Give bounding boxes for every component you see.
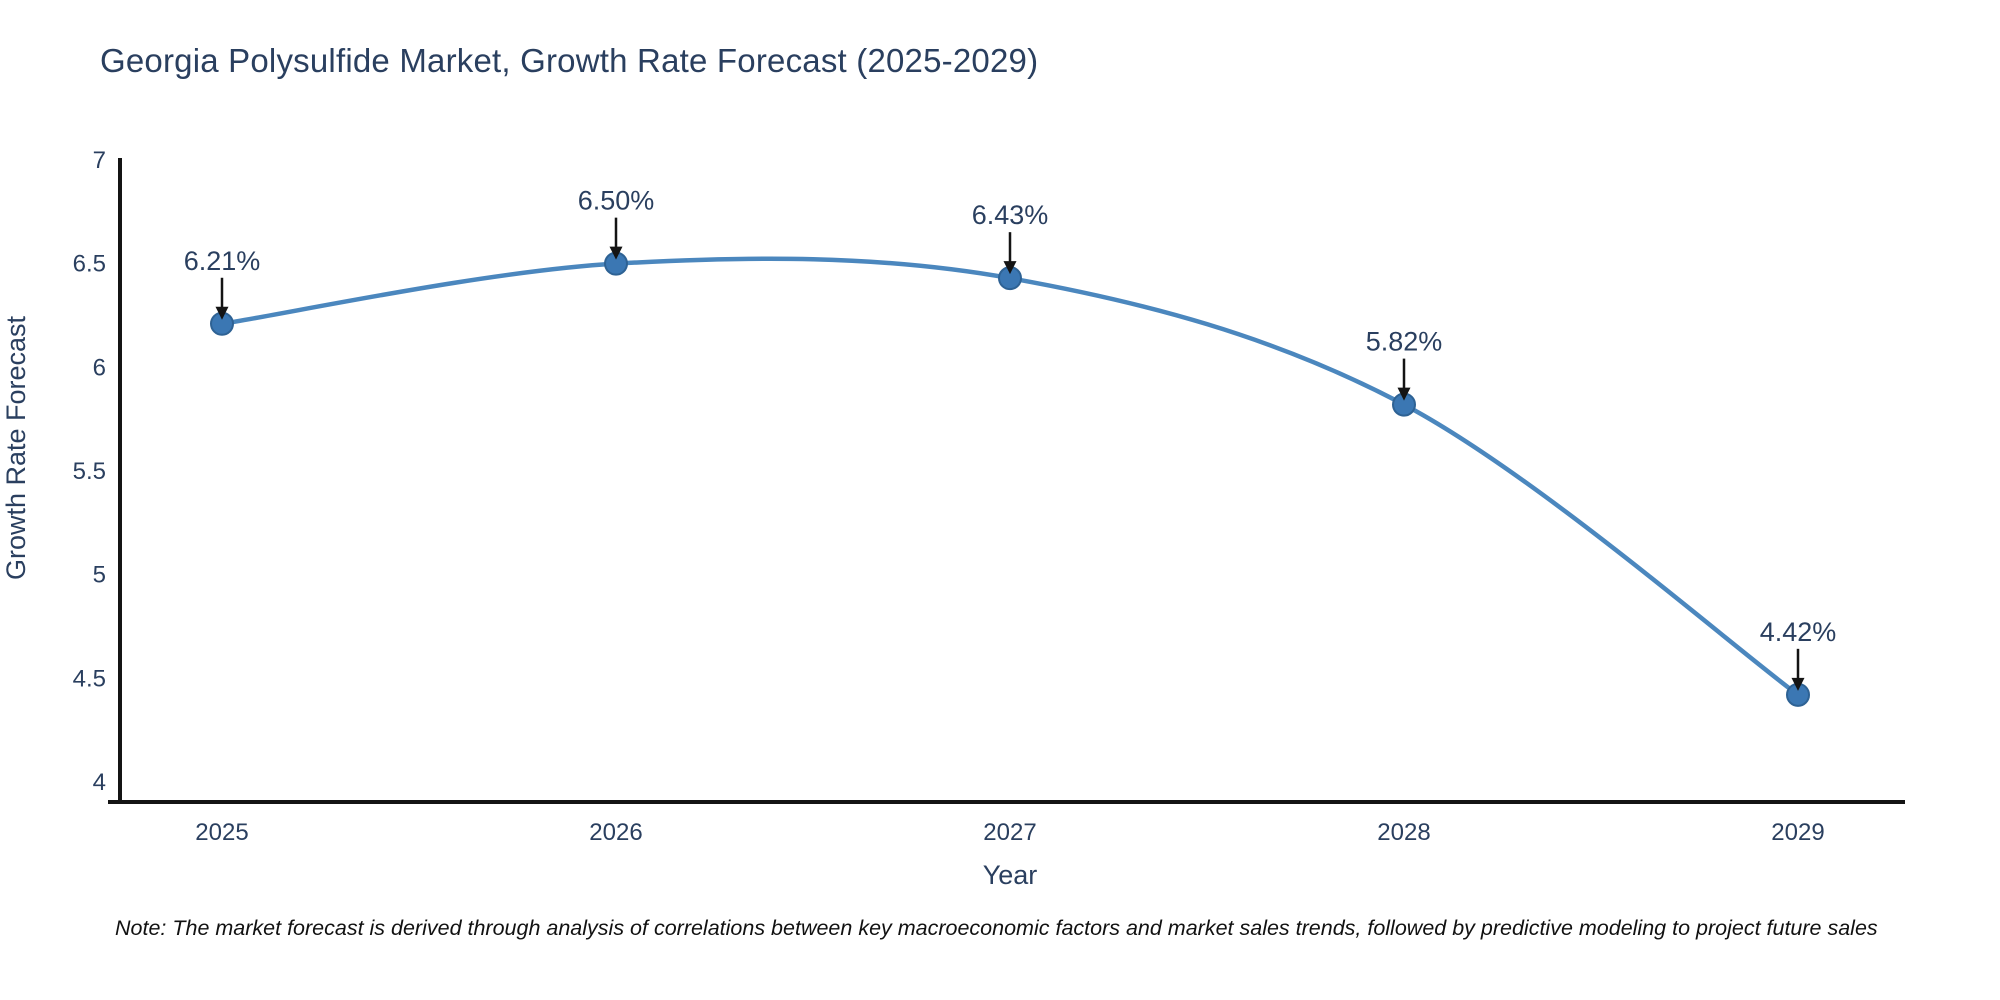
annotation-arrow-head [609, 246, 623, 260]
chart-title: Georgia Polysulfide Market, Growth Rate … [100, 42, 1039, 79]
y-tick-label: 7 [93, 147, 106, 174]
y-tick-label: 5.5 [73, 458, 106, 485]
y-tick-label: 4.5 [73, 665, 106, 692]
point-value-label: 6.21% [184, 246, 261, 276]
y-tick-label: 5 [93, 562, 106, 589]
point-value-label: 4.42% [1760, 617, 1837, 647]
y-tick-label: 6 [93, 354, 106, 381]
footnote: Note: The market forecast is derived thr… [115, 916, 1878, 940]
y-tick-label: 4 [93, 769, 106, 796]
x-tick-label: 2028 [1377, 819, 1430, 846]
y-tick-label: 6.5 [73, 251, 106, 278]
point-value-label: 6.50% [578, 186, 655, 216]
annotation-arrow-head [215, 306, 229, 320]
x-tick-label: 2025 [195, 819, 248, 846]
x-tick-label: 2026 [589, 819, 642, 846]
x-axis-title: Year [983, 860, 1038, 890]
annotation-arrow-head [1791, 677, 1805, 691]
point-value-label: 6.43% [972, 200, 1049, 230]
annotation-arrow-head [1003, 261, 1017, 275]
y-axis-title: Growth Rate Forecast [1, 315, 31, 580]
series-line [219, 256, 1801, 698]
annotation-arrow-head [1397, 387, 1411, 401]
x-tick-label: 2027 [983, 819, 1036, 846]
x-tick-label: 2029 [1771, 819, 1824, 846]
point-value-label: 5.82% [1366, 327, 1443, 357]
